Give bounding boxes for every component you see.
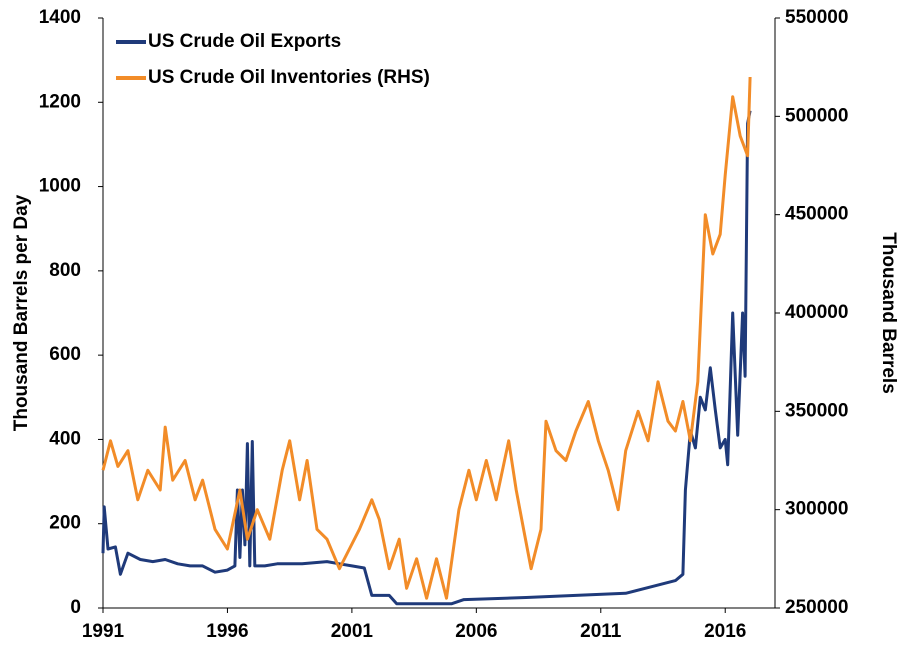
y2-tick-label: 400000 [785, 302, 848, 323]
x-tick-label: 2011 [580, 621, 622, 642]
y-tick-label: 400 [49, 428, 81, 449]
series-line [101, 76, 752, 600]
y2-tick-label: 350000 [785, 400, 848, 421]
y2-tick-label: 550000 [785, 7, 848, 28]
x-tick-label: 2016 [704, 621, 746, 642]
x-tick-label: 2001 [331, 621, 374, 642]
legend-label: US Crude Oil Exports [148, 31, 341, 52]
y2-tick-label: 500000 [785, 105, 848, 126]
y2-tick-label: 300000 [785, 499, 848, 520]
legend-label: US Crude Oil Inventories (RHS) [148, 67, 430, 88]
y-tick-label: 200 [49, 513, 81, 534]
series-line [101, 110, 752, 606]
y-tick-label: 1000 [39, 176, 81, 197]
y-tick-label: 800 [49, 260, 81, 281]
y-tick-label: 1400 [39, 7, 81, 28]
y2-tick-label: 450000 [785, 204, 848, 225]
x-tick-label: 2006 [455, 621, 497, 642]
y2-axis-label: Thousand Barrels [878, 232, 899, 394]
x-tick-label: 1991 [82, 621, 125, 642]
y2-tick-label: 250000 [785, 597, 848, 618]
y-tick-label: 600 [49, 344, 81, 365]
y-axis-label: Thousand Barrels per Day [11, 194, 32, 431]
y-tick-label: 1200 [39, 91, 81, 112]
x-tick-label: 1996 [206, 621, 248, 642]
y-tick-label: 0 [70, 597, 81, 618]
